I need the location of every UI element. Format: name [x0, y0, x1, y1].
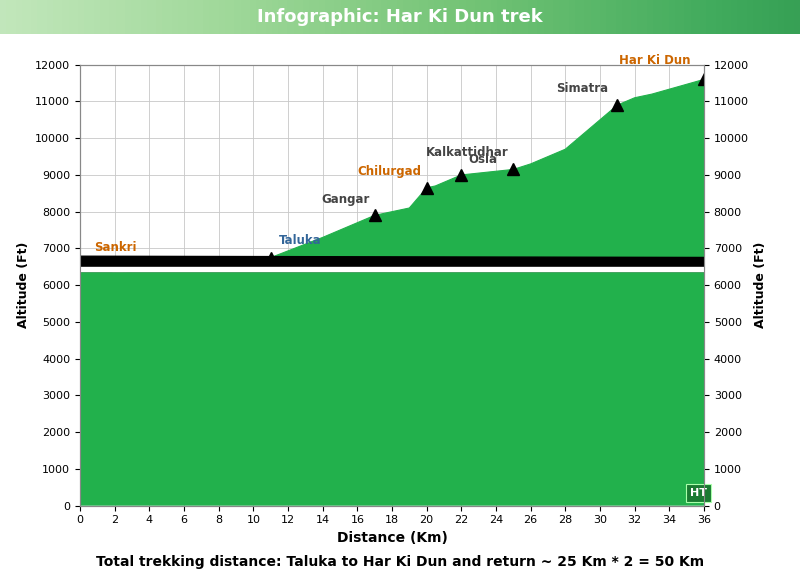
- FancyBboxPatch shape: [0, 263, 800, 271]
- Text: Gangar: Gangar: [321, 193, 370, 206]
- Text: Sankri: Sankri: [94, 241, 136, 254]
- Text: HT: HT: [690, 488, 707, 498]
- Text: Har Ki Dun: Har Ki Dun: [618, 54, 690, 66]
- Text: Infographic: Har Ki Dun trek: Infographic: Har Ki Dun trek: [257, 8, 543, 26]
- Text: Chilurgad: Chilurgad: [358, 165, 422, 178]
- Text: Total trekking distance: Taluka to Har Ki Dun and return ~ 25 Km * 2 = 50 Km: Total trekking distance: Taluka to Har K…: [96, 554, 704, 569]
- Text: Kalkattidhar: Kalkattidhar: [426, 146, 508, 159]
- Text: Simatra: Simatra: [557, 82, 609, 95]
- FancyBboxPatch shape: [0, 267, 800, 271]
- Polygon shape: [80, 79, 704, 506]
- X-axis label: Distance (Km): Distance (Km): [337, 531, 447, 545]
- Text: Osla: Osla: [468, 153, 498, 166]
- Polygon shape: [0, 256, 800, 263]
- Text: Taluka: Taluka: [279, 235, 322, 248]
- Y-axis label: Altitude (Ft): Altitude (Ft): [17, 242, 30, 328]
- Y-axis label: Altitude (Ft): Altitude (Ft): [754, 242, 767, 328]
